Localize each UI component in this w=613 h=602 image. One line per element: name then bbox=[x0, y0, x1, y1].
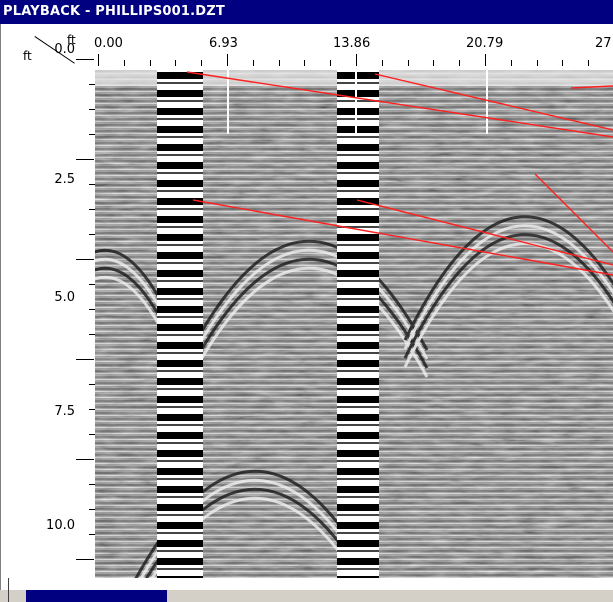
x-axis-tick bbox=[227, 54, 228, 66]
x-axis-tick bbox=[201, 60, 203, 66]
x-axis-tick-label: 13.86 bbox=[333, 36, 371, 51]
x-axis-tick bbox=[510, 60, 512, 66]
y-axis-tick bbox=[89, 384, 95, 385]
x-axis-tick bbox=[304, 60, 306, 66]
y-axis-tick-label: 0.0 bbox=[54, 42, 75, 57]
hyperbola-arc bbox=[403, 224, 613, 350]
x-axis-tick bbox=[536, 60, 538, 66]
hyperbola-arc bbox=[403, 233, 613, 359]
y-axis-tick bbox=[89, 334, 95, 335]
pipe-reflection-middle bbox=[337, 70, 379, 578]
hyperbola-arc bbox=[189, 257, 429, 369]
x-axis-tick bbox=[588, 60, 590, 66]
x-axis-tick bbox=[175, 60, 177, 66]
y-axis-tick bbox=[89, 434, 95, 435]
x-axis-tick bbox=[562, 60, 564, 66]
x-axis-tick-label: 27 bbox=[595, 36, 612, 51]
y-axis-tick bbox=[76, 359, 94, 360]
x-axis-tick bbox=[407, 60, 409, 66]
x-axis-tick bbox=[381, 60, 383, 66]
x-axis-tick bbox=[123, 60, 125, 66]
y-axis-tick bbox=[89, 184, 95, 185]
hyperbola-arc bbox=[189, 266, 429, 378]
y-axis-tick bbox=[76, 259, 94, 260]
y-axis-tick bbox=[76, 59, 94, 60]
x-axis-tick-label: 0.00 bbox=[94, 36, 123, 51]
x-axis-tick bbox=[252, 60, 254, 66]
window-title: PLAYBACK - PHILLIPS001.DZT bbox=[0, 0, 613, 24]
x-axis-unit: ft bbox=[67, 33, 76, 47]
status-divider bbox=[8, 578, 9, 602]
x-axis-tick bbox=[149, 60, 151, 66]
y-axis-tick bbox=[89, 509, 95, 510]
y-axis-tick bbox=[76, 159, 94, 160]
x-axis-tick bbox=[485, 54, 486, 66]
y-axis-tick bbox=[76, 459, 94, 460]
y-axis-tick bbox=[89, 284, 95, 285]
y-axis-tick-label: 2.5 bbox=[54, 172, 75, 187]
annotation-lines bbox=[186, 71, 613, 276]
x-axis-tick bbox=[330, 60, 332, 66]
x-axis-tick bbox=[278, 60, 280, 66]
y-axis-tick bbox=[89, 209, 95, 210]
y-axis-tick-label: 10.0 bbox=[46, 518, 75, 533]
x-axis-tick bbox=[459, 60, 461, 66]
y-axis-tick bbox=[89, 484, 95, 485]
y-axis-unit: ft bbox=[23, 49, 32, 63]
pipe-reflection-left bbox=[157, 70, 203, 578]
x-axis-tick-label: 20.79 bbox=[466, 36, 504, 51]
hyperbola-arc bbox=[189, 239, 429, 351]
y-axis-tick bbox=[76, 559, 94, 560]
hyperbola-arc bbox=[403, 242, 613, 368]
hyperbola-arc bbox=[403, 215, 613, 341]
radargram-image bbox=[95, 70, 613, 578]
status-indicator bbox=[26, 590, 167, 602]
y-axis-tick bbox=[89, 109, 95, 110]
x-axis-tick bbox=[356, 54, 357, 66]
y-axis-tick-label: 5.0 bbox=[54, 290, 75, 305]
y-axis-tick bbox=[89, 234, 95, 235]
y-axis-tick bbox=[89, 409, 95, 410]
y-axis-tick bbox=[89, 84, 95, 85]
y-axis-tick-label: 7.5 bbox=[54, 404, 75, 419]
x-axis-tick-label: 6.93 bbox=[209, 36, 238, 51]
y-axis-tick bbox=[89, 134, 95, 135]
y-axis-tick bbox=[89, 534, 95, 535]
x-axis-tick bbox=[98, 54, 99, 66]
hyperbola-arc bbox=[189, 248, 429, 360]
x-axis-tick bbox=[433, 60, 435, 66]
y-axis-tick bbox=[89, 309, 95, 310]
